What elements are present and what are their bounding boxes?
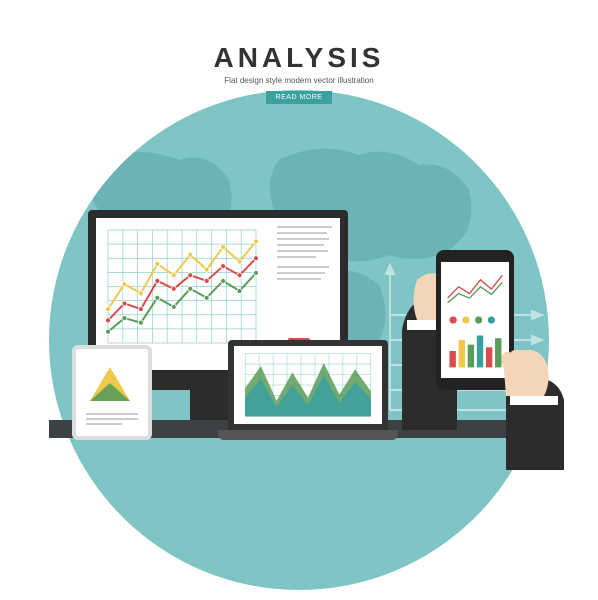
- monitor-line-chart: [102, 224, 262, 349]
- monitor-text-placeholder: [277, 226, 332, 284]
- pyramid-chart-layer: [90, 383, 130, 401]
- laptop-device: [218, 340, 398, 440]
- phone-with-hands: [408, 240, 558, 450]
- page-title: ANALYSIS: [0, 42, 598, 74]
- laptop-area-chart: [238, 350, 378, 420]
- header: ANALYSIS Flat design style modern vector…: [0, 0, 598, 104]
- subtitle: Flat design style modern vector illustra…: [0, 76, 598, 85]
- tablet-device: [72, 345, 152, 440]
- right-hand-icon: [494, 350, 564, 470]
- read-more-button[interactable]: READ MORE: [266, 91, 333, 104]
- tablet-text-placeholder: [86, 413, 138, 428]
